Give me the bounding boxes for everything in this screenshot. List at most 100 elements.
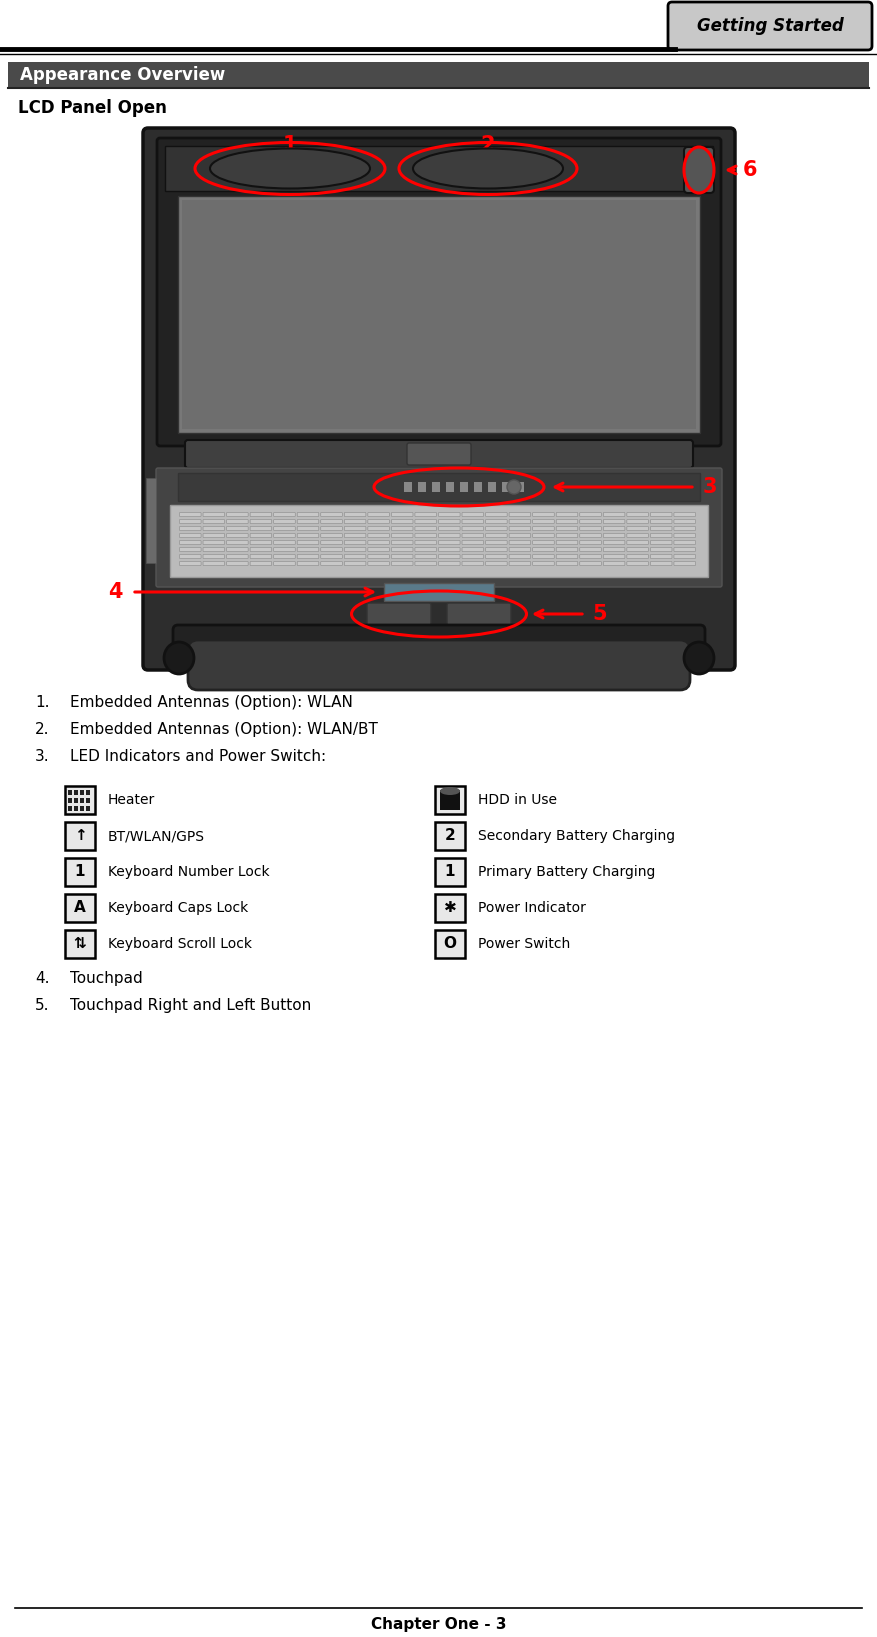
FancyBboxPatch shape — [156, 468, 722, 588]
Text: 4.: 4. — [35, 971, 49, 985]
FancyBboxPatch shape — [367, 602, 431, 625]
Bar — [418, 481, 426, 493]
FancyBboxPatch shape — [297, 540, 318, 545]
FancyBboxPatch shape — [274, 512, 296, 517]
FancyBboxPatch shape — [684, 147, 714, 193]
FancyBboxPatch shape — [486, 512, 507, 517]
FancyBboxPatch shape — [462, 512, 483, 517]
Bar — [146, 478, 156, 563]
Bar — [68, 805, 72, 810]
FancyBboxPatch shape — [510, 534, 531, 537]
FancyBboxPatch shape — [510, 512, 531, 517]
Bar — [74, 797, 78, 804]
FancyBboxPatch shape — [438, 527, 460, 530]
FancyBboxPatch shape — [627, 534, 648, 537]
FancyBboxPatch shape — [462, 561, 483, 565]
Bar — [182, 200, 696, 429]
FancyBboxPatch shape — [532, 519, 554, 524]
Ellipse shape — [684, 642, 714, 674]
FancyBboxPatch shape — [510, 547, 531, 552]
Bar — [488, 481, 496, 493]
FancyBboxPatch shape — [486, 547, 507, 552]
FancyBboxPatch shape — [143, 128, 735, 670]
FancyBboxPatch shape — [674, 519, 695, 524]
FancyBboxPatch shape — [250, 527, 272, 530]
FancyBboxPatch shape — [435, 822, 465, 850]
FancyBboxPatch shape — [391, 555, 413, 558]
FancyBboxPatch shape — [203, 512, 225, 517]
FancyBboxPatch shape — [651, 547, 672, 552]
Text: Touchpad: Touchpad — [70, 971, 143, 985]
Text: Keyboard Caps Lock: Keyboard Caps Lock — [108, 900, 248, 915]
FancyBboxPatch shape — [674, 561, 695, 565]
Text: 1: 1 — [75, 864, 85, 879]
FancyBboxPatch shape — [250, 512, 272, 517]
FancyBboxPatch shape — [65, 894, 95, 922]
FancyBboxPatch shape — [674, 555, 695, 558]
Text: 5: 5 — [593, 604, 607, 624]
FancyBboxPatch shape — [486, 540, 507, 545]
FancyBboxPatch shape — [556, 519, 578, 524]
FancyBboxPatch shape — [345, 547, 366, 552]
Text: 1: 1 — [445, 864, 455, 879]
FancyBboxPatch shape — [486, 555, 507, 558]
FancyBboxPatch shape — [345, 555, 366, 558]
FancyBboxPatch shape — [321, 555, 342, 558]
FancyBboxPatch shape — [391, 512, 413, 517]
FancyBboxPatch shape — [415, 534, 437, 537]
FancyBboxPatch shape — [250, 547, 272, 552]
FancyBboxPatch shape — [627, 540, 648, 545]
FancyBboxPatch shape — [510, 561, 531, 565]
Text: Chapter One - 3: Chapter One - 3 — [371, 1617, 506, 1632]
FancyBboxPatch shape — [157, 138, 721, 445]
Text: LCD Panel Open: LCD Panel Open — [18, 98, 167, 116]
FancyBboxPatch shape — [297, 547, 318, 552]
Text: 2: 2 — [445, 828, 455, 843]
FancyBboxPatch shape — [580, 555, 602, 558]
FancyBboxPatch shape — [580, 534, 602, 537]
FancyBboxPatch shape — [188, 640, 690, 691]
FancyBboxPatch shape — [415, 519, 437, 524]
FancyBboxPatch shape — [226, 555, 248, 558]
FancyBboxPatch shape — [462, 527, 483, 530]
Text: 2: 2 — [481, 134, 496, 156]
FancyBboxPatch shape — [510, 540, 531, 545]
FancyBboxPatch shape — [415, 561, 437, 565]
FancyBboxPatch shape — [651, 519, 672, 524]
FancyBboxPatch shape — [462, 534, 483, 537]
FancyBboxPatch shape — [462, 555, 483, 558]
Text: 3.: 3. — [35, 750, 50, 764]
FancyBboxPatch shape — [274, 561, 296, 565]
FancyBboxPatch shape — [367, 519, 389, 524]
FancyBboxPatch shape — [297, 519, 318, 524]
FancyBboxPatch shape — [65, 822, 95, 850]
FancyBboxPatch shape — [345, 512, 366, 517]
FancyBboxPatch shape — [651, 534, 672, 537]
FancyBboxPatch shape — [391, 540, 413, 545]
Text: ✱: ✱ — [444, 900, 456, 915]
FancyBboxPatch shape — [391, 527, 413, 530]
Bar — [86, 797, 90, 804]
FancyBboxPatch shape — [580, 512, 602, 517]
Bar — [86, 791, 90, 796]
Text: LED Indicators and Power Switch:: LED Indicators and Power Switch: — [70, 750, 326, 764]
FancyBboxPatch shape — [250, 534, 272, 537]
FancyBboxPatch shape — [367, 540, 389, 545]
Ellipse shape — [413, 149, 563, 188]
Bar — [384, 583, 494, 601]
Bar — [474, 481, 482, 493]
FancyBboxPatch shape — [297, 527, 318, 530]
FancyBboxPatch shape — [510, 527, 531, 530]
FancyBboxPatch shape — [180, 555, 201, 558]
FancyBboxPatch shape — [297, 534, 318, 537]
Text: Appearance Overview: Appearance Overview — [20, 65, 225, 83]
Bar — [80, 797, 84, 804]
FancyBboxPatch shape — [580, 519, 602, 524]
Text: Keyboard Scroll Lock: Keyboard Scroll Lock — [108, 936, 252, 951]
Bar — [80, 805, 84, 810]
Bar — [8, 62, 869, 88]
FancyBboxPatch shape — [580, 547, 602, 552]
Text: A: A — [75, 900, 86, 915]
FancyBboxPatch shape — [203, 527, 225, 530]
FancyBboxPatch shape — [603, 540, 625, 545]
